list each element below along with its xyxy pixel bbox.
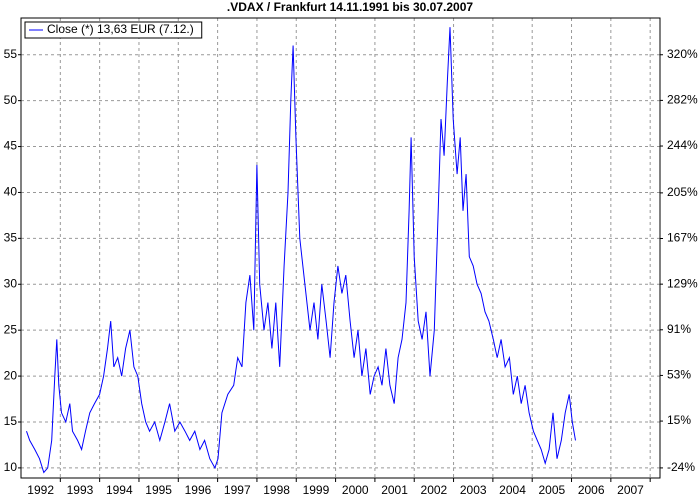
y2-tick-label: 282% (667, 93, 698, 107)
y2-tick-label: 205% (667, 185, 698, 199)
y-tick-label: 50 (4, 93, 18, 107)
y2-tick-label: 167% (667, 231, 698, 245)
y-tick-label: 35 (4, 231, 18, 245)
y-tick-label: 10 (4, 460, 18, 474)
x-tick-label: 2001 (381, 483, 408, 497)
x-tick-label: 1994 (106, 483, 133, 497)
y2-tick-label: -24% (667, 460, 695, 474)
x-tick-label: 2002 (421, 483, 448, 497)
y-tick-label: 40 (4, 185, 18, 199)
y2-tick-label: 15% (667, 413, 691, 427)
x-tick-label: 1999 (303, 483, 330, 497)
x-tick-label: 2004 (499, 483, 526, 497)
legend-label: Close (*) 13,63 EUR (7.12.) (47, 22, 194, 36)
x-tick-label: 1995 (145, 483, 172, 497)
y2-tick-label: 53% (667, 368, 691, 382)
y-tick-label: 55 (4, 47, 18, 61)
x-tick-label: 2006 (578, 483, 605, 497)
legend-box (24, 21, 203, 39)
y-tick-label: 30 (4, 276, 18, 290)
x-tick-label: 1996 (185, 483, 212, 497)
line-series (26, 27, 576, 474)
x-tick-label: 1997 (224, 483, 251, 497)
plot-border (20, 17, 661, 479)
x-tick-label: 2005 (539, 483, 566, 497)
x-tick-label: 1993 (67, 483, 94, 497)
x-tick-label: 2000 (342, 483, 369, 497)
x-tick-label: 2007 (617, 483, 644, 497)
x-tick-label: 1992 (27, 483, 54, 497)
y2-tick-label: 320% (667, 47, 698, 61)
x-tick-label: 2003 (460, 483, 487, 497)
chart-title: .VDAX / Frankfurt 14.11.1991 bis 30.07.2… (227, 0, 473, 14)
plot-area (21, 18, 660, 478)
y2-tick-label: 129% (667, 276, 698, 290)
y2-tick-label: 244% (667, 138, 698, 152)
y-tick-label: 45 (4, 139, 18, 153)
y-tick-label: 15 (4, 414, 18, 428)
y2-tick-label: 91% (667, 322, 691, 336)
y-tick-label: 25 (4, 322, 18, 336)
y-tick-label: 20 (4, 368, 18, 382)
x-tick-label: 1998 (263, 483, 290, 497)
